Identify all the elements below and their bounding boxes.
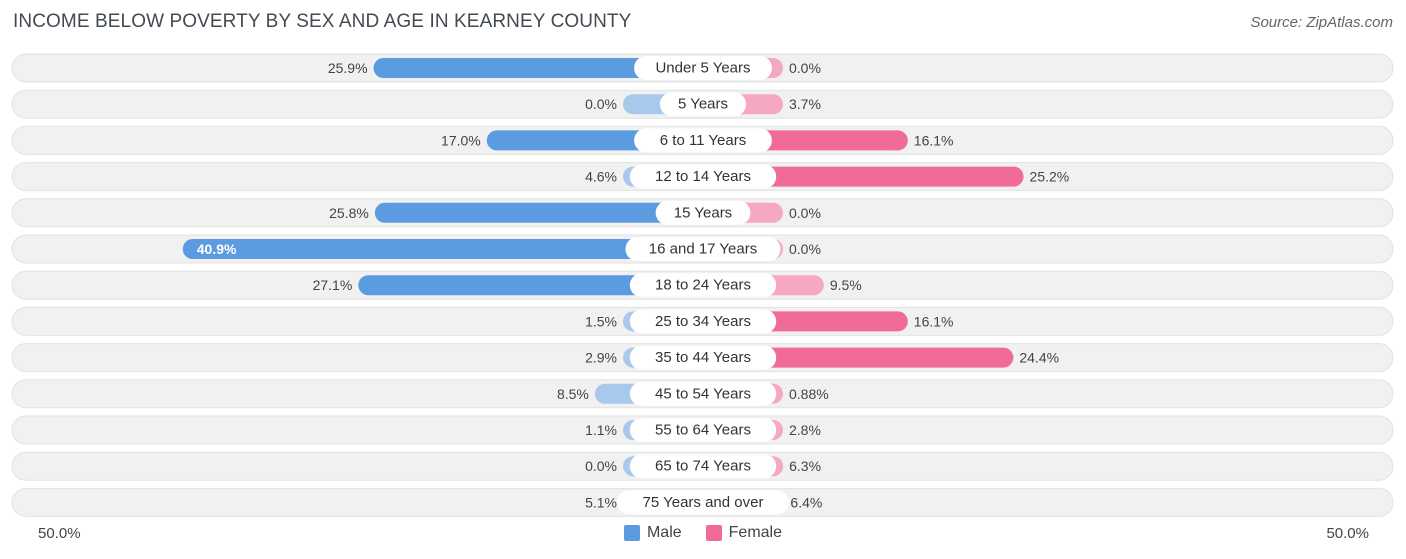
female-value-label: 3.7%: [789, 96, 821, 112]
male-value-label: 4.6%: [585, 169, 617, 185]
category-pill: [629, 381, 777, 406]
category-pill: [629, 418, 777, 442]
category-pill: [629, 273, 777, 298]
male-value-label: 8.5%: [557, 386, 589, 402]
male-value-label: 2.9%: [585, 350, 617, 366]
male-value-label: 27.1%: [313, 277, 353, 293]
category-pill: [616, 490, 790, 515]
legend-swatch-female: [705, 525, 722, 541]
male-bar: [374, 202, 703, 223]
category-pill: [655, 200, 751, 225]
male-value-label: 0.0%: [585, 96, 617, 112]
category-label: 45 to 54 Years: [655, 385, 751, 402]
category-pill: [629, 164, 777, 189]
female-value-label: 0.88%: [789, 386, 829, 402]
source-label: Source: ZipAtlas.com: [1250, 14, 1393, 31]
legend: Male Female: [0, 524, 1406, 542]
male-value-label: 25.9%: [328, 60, 368, 76]
male-value-label: 1.5%: [585, 313, 617, 329]
category-pill: [629, 309, 777, 334]
female-value-label: 0.0%: [789, 60, 821, 76]
category-pill: [634, 128, 772, 153]
category-pill: [634, 56, 772, 80]
category-pill: [659, 92, 747, 117]
female-value-label: 2.8%: [789, 422, 821, 438]
legend-item-male: Male: [623, 524, 682, 542]
female-bar: [703, 347, 1014, 368]
female-value-label: 9.5%: [830, 277, 862, 293]
category-label: 25 to 34 Years: [655, 313, 751, 330]
category-pill: [625, 237, 781, 261]
male-value-label: 5.1%: [585, 494, 617, 510]
category-label: Under 5 Years: [655, 60, 750, 77]
male-value-label: 17.0%: [441, 132, 481, 148]
male-value-label: 25.8%: [329, 205, 369, 221]
male-value-label: 40.9%: [197, 241, 237, 257]
male-bar: [358, 275, 703, 296]
male-value-label: 1.1%: [585, 422, 617, 438]
legend-swatch-male: [623, 525, 640, 541]
female-value-label: 24.4%: [1019, 350, 1059, 366]
category-label: 12 to 14 Years: [655, 168, 751, 185]
legend-label-female: Female: [728, 524, 783, 541]
female-value-label: 0.0%: [789, 241, 821, 257]
female-value-label: 16.1%: [914, 313, 954, 329]
female-value-label: 0.0%: [789, 205, 821, 221]
chart-title: INCOME BELOW POVERTY BY SEX AND AGE IN K…: [13, 11, 632, 32]
chart: 25.9% 0.0% Under 5 Years 0.0% 3.7% 5 Years 17.…: [11, 53, 1394, 517]
category-label: 5 Years: [678, 96, 728, 113]
category-label: 16 and 17 Years: [649, 241, 757, 258]
female-value-label: 6.4%: [790, 494, 822, 510]
axis-right-label: 50.0%: [1326, 525, 1369, 542]
axis-left-label: 50.0%: [38, 525, 81, 542]
category-label: 75 Years and over: [643, 494, 764, 511]
legend-label-male: Male: [646, 524, 682, 541]
legend-item-female: Female: [705, 524, 783, 542]
female-value-label: 16.1%: [914, 132, 954, 148]
female-value-label: 25.2%: [1030, 169, 1070, 185]
male-bar: [182, 239, 703, 259]
female-bar: [703, 166, 1024, 187]
category-label: 18 to 24 Years: [655, 277, 751, 294]
male-value-label: 0.0%: [585, 458, 617, 474]
category-label: 55 to 64 Years: [655, 422, 751, 439]
category-label: 6 to 11 Years: [660, 132, 746, 149]
category-pill: [629, 345, 777, 370]
female-value-label: 6.3%: [789, 458, 821, 474]
category-pill: [629, 454, 777, 479]
category-label: 15 Years: [674, 204, 732, 221]
category-label: 65 to 74 Years: [655, 458, 751, 475]
category-label: 35 to 44 Years: [655, 349, 751, 366]
male-bar: [373, 58, 703, 78]
